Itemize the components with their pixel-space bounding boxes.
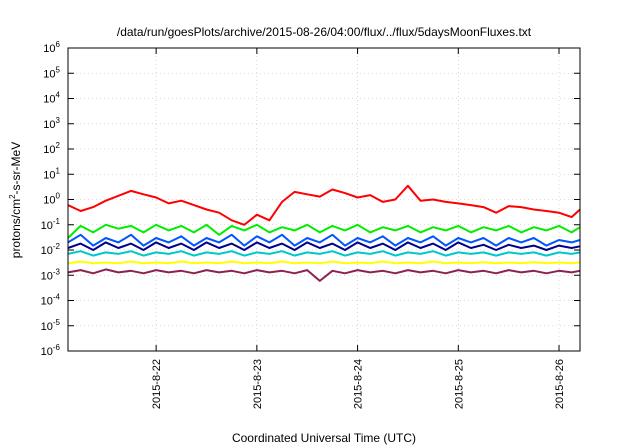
y-tick-base: 10 — [43, 169, 55, 181]
y-tick-label: 10-3 — [41, 267, 61, 282]
y-axis-ticks: 10-610-510-410-310-210-11001011021031041… — [41, 40, 580, 358]
y-tick-base: 10 — [43, 43, 55, 55]
x-tick-label: 2015-8-26 — [554, 359, 566, 409]
series-line-2 — [67, 223, 581, 239]
y-tick-label: 106 — [43, 40, 60, 55]
series-line-4 — [67, 241, 581, 251]
y-tick-base: 10 — [41, 245, 53, 257]
y-tick-label: 100 — [43, 192, 60, 207]
series-group — [67, 184, 581, 282]
y-tick-base: 10 — [43, 119, 55, 131]
x-tick-label: 2015-8-23 — [252, 359, 264, 409]
y-tick-exponent: -1 — [53, 217, 61, 226]
y-tick-base: 10 — [43, 144, 55, 156]
y-tick-exponent: 0 — [56, 192, 61, 201]
y-tick-base: 10 — [41, 296, 53, 308]
x-axis-ticks: 2015-8-22 2015-8-23 2015-8-24 2015-8-25 2015… — [151, 48, 566, 409]
chart-title: /data/run/goesPlots/archive/2015-08-26/0… — [117, 25, 532, 39]
y-tick-exponent: -6 — [53, 343, 61, 352]
y-tick-label: 102 — [43, 141, 60, 156]
y-tick-base: 10 — [43, 195, 55, 207]
y-tick-base: 10 — [43, 68, 55, 80]
y-tick-label: 105 — [43, 65, 60, 80]
series-line-3 — [67, 233, 581, 247]
y-tick-label: 10-1 — [41, 217, 61, 232]
y-tick-label: 103 — [43, 116, 60, 131]
y-tick-exponent: -3 — [53, 267, 61, 276]
y-tick-exponent: -5 — [53, 318, 61, 327]
y-tick-base: 10 — [43, 94, 55, 106]
series-line-6 — [67, 260, 581, 265]
y-tick-exponent: 2 — [56, 141, 61, 150]
series-line-7 — [67, 268, 581, 282]
y-tick-exponent: 4 — [56, 91, 61, 100]
y-tick-label: 10-5 — [41, 318, 61, 333]
y-axis-label: protons/cm2-s-sr-MeV — [8, 142, 23, 258]
y-axis-label-main: protons/cm — [9, 199, 23, 258]
x-axis-label: Coordinated Universal Time (UTC) — [232, 431, 416, 445]
y-tick-label: 10-4 — [41, 293, 61, 308]
x-tick-label: 2015-8-25 — [453, 359, 465, 409]
y-tick-exponent: 6 — [56, 40, 61, 49]
y-axis-label-unit: -s-sr-MeV — [9, 142, 23, 195]
y-tick-base: 10 — [41, 321, 53, 333]
y-tick-exponent: -2 — [53, 242, 61, 251]
y-tick-label: 101 — [43, 166, 60, 181]
y-tick-exponent: 5 — [56, 65, 61, 74]
y-tick-label: 104 — [43, 91, 60, 106]
y-tick-label: 10-2 — [41, 242, 61, 257]
series-line-5 — [67, 250, 581, 257]
y-tick-base: 10 — [41, 220, 53, 232]
series-line-1 — [67, 184, 581, 226]
y-tick-base: 10 — [41, 346, 53, 358]
y-tick-exponent: 3 — [56, 116, 61, 125]
x-tick-label: 2015-8-24 — [353, 359, 365, 409]
plot-frame — [67, 47, 581, 352]
y-tick-exponent: 1 — [56, 166, 61, 175]
y-axis-label-exponent: 2 — [8, 194, 17, 199]
y-tick-exponent: -4 — [53, 293, 61, 302]
y-tick-label: 10-6 — [41, 343, 61, 358]
y-tick-base: 10 — [41, 270, 53, 282]
grid-lines — [68, 48, 580, 351]
x-tick-label: 2015-8-22 — [151, 359, 163, 409]
